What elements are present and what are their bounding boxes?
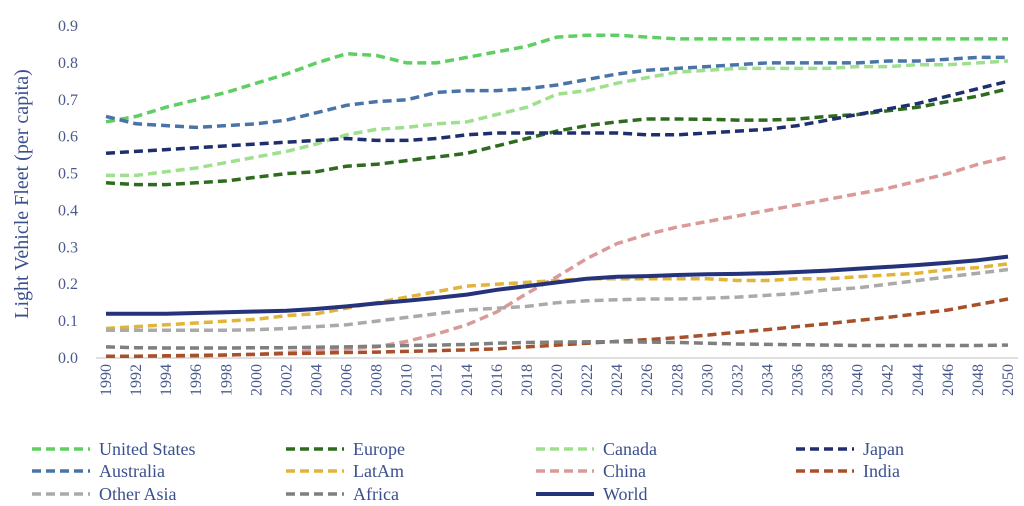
series-line-africa — [105, 340, 1009, 350]
series-line-other-asia — [106, 267, 1009, 333]
x-tick-label: 2048 — [970, 364, 987, 396]
series-line-india — [106, 297, 1009, 358]
series-line-canada — [106, 59, 1009, 178]
legend-label: LatAm — [353, 461, 404, 481]
y-tick-label: 0.6 — [58, 129, 78, 146]
x-tick-label: 2042 — [880, 364, 897, 396]
x-tick-label: 2046 — [940, 364, 957, 396]
y-axis-ticks: 0.0 0.1 0.2 0.3 0.4 0.5 0.6 0.7 0.8 0.9 — [58, 18, 78, 367]
series-line-china — [106, 155, 1009, 358]
legend-label: Europe — [353, 439, 405, 459]
x-tick-label: 2050 — [1000, 364, 1017, 396]
x-tick-label: 2000 — [248, 364, 265, 396]
legend-label: Canada — [603, 439, 657, 459]
legend-label: United States — [99, 439, 196, 459]
y-tick-label: 0.4 — [58, 202, 78, 219]
series-line-japan — [105, 79, 1009, 156]
x-tick-label: 2032 — [729, 364, 746, 396]
x-tick-label: 2038 — [820, 364, 837, 396]
y-tick-label: 0.5 — [58, 166, 78, 183]
x-tick-label: 2034 — [759, 364, 776, 396]
x-tick-label: 2030 — [699, 364, 716, 396]
x-tick-label: 2028 — [669, 364, 686, 396]
y-tick-label: 0.7 — [58, 92, 78, 109]
plot-area — [105, 33, 1009, 358]
x-tick-label: 2014 — [459, 364, 476, 396]
series-line-world — [106, 254, 1009, 316]
y-axis-label: Light Vehicle Fleet (per capita) — [11, 69, 33, 319]
x-tick-label: 2004 — [308, 364, 325, 396]
legend-label: India — [863, 461, 900, 481]
legend-label: Africa — [353, 484, 399, 504]
x-tick-label: 1994 — [158, 364, 175, 396]
x-tick-label: 2010 — [399, 364, 416, 396]
x-tick-label: 1998 — [218, 364, 235, 396]
x-tick-label: 2018 — [519, 364, 536, 396]
y-tick-label: 0.8 — [58, 55, 78, 72]
x-tick-label: 2002 — [278, 364, 295, 396]
x-tick-label: 2006 — [339, 364, 356, 396]
series-line-latam — [105, 262, 1009, 331]
x-tick-label: 2026 — [639, 364, 656, 396]
x-tick-label: 1990 — [98, 364, 115, 396]
x-tick-label: 2024 — [609, 364, 626, 396]
x-tick-label: 2020 — [549, 364, 566, 396]
legend-label: Australia — [99, 461, 165, 481]
y-tick-label: 0.0 — [58, 350, 78, 367]
x-tick-label: 2044 — [910, 364, 927, 396]
series-line-australia — [105, 55, 1008, 130]
x-tick-label: 2022 — [579, 364, 596, 396]
series-line-europe — [105, 87, 1009, 187]
legend-label: Other Asia — [99, 484, 176, 504]
x-tick-label: 2012 — [429, 364, 446, 396]
x-tick-label: 1992 — [128, 364, 145, 396]
x-tick-label: 1996 — [188, 364, 205, 396]
legend: United States Europe Canada Japan Australia L… — [32, 439, 904, 504]
x-tick-label: 2008 — [369, 364, 386, 396]
legend-label: World — [603, 484, 648, 504]
x-tick-label: 2040 — [850, 364, 867, 396]
x-axis-ticks: 1990 1992 1994 1996 1998 2000 2002 2004 2006 2008… — [98, 364, 1017, 396]
y-tick-label: 0.1 — [58, 313, 78, 330]
series-line-united-states — [105, 33, 1008, 124]
y-tick-label: 0.3 — [58, 239, 78, 256]
x-tick-label: 2016 — [489, 364, 506, 396]
y-tick-label: 0.2 — [58, 276, 78, 293]
y-tick-label: 0.9 — [58, 18, 78, 35]
x-tick-label: 2036 — [790, 364, 807, 396]
legend-label: Japan — [863, 439, 904, 459]
legend-label: China — [603, 461, 646, 481]
